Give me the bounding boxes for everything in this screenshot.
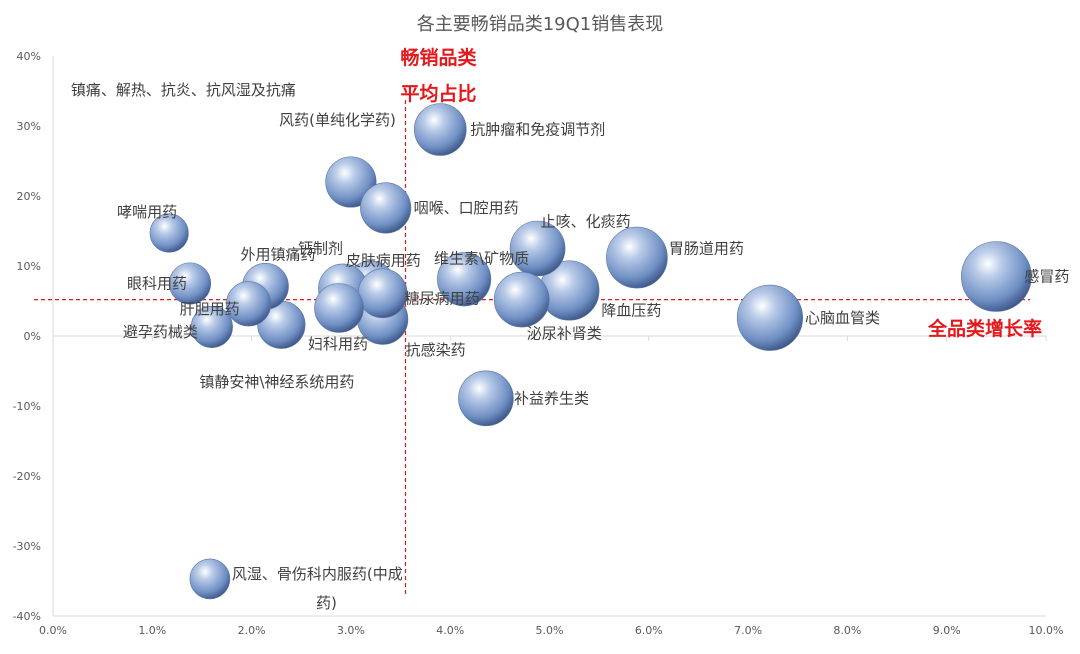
bubble-point (149, 213, 189, 253)
bubble-point (189, 558, 231, 600)
bubble-label: 风湿、骨伤科内服药(中成 (232, 565, 403, 583)
growth-rate-label: 全品类增长率 (927, 317, 1042, 340)
bubble-label: 糖尿病用药 (405, 289, 480, 307)
bubble-label: 泌尿补肾类 (527, 325, 602, 343)
bubble-label: 降血压药 (601, 302, 661, 320)
x-tick-label: 5.0% (536, 624, 564, 637)
y-tick-label: -40% (13, 610, 41, 623)
x-tick-label: 2.0% (238, 624, 266, 637)
axes: 40% 30% 20% 10% 0% -10% -20% -30% -40%0.0% 1.0% 2.… (13, 50, 1064, 637)
bubble-label: 妇科用药 (308, 335, 368, 353)
bubble-point (736, 284, 803, 351)
y-tick-label: -30% (13, 540, 41, 553)
avg-share-label: 畅销品类 (401, 46, 477, 69)
bubble-point (961, 241, 1032, 312)
bubble-label: 肝胆用药 (180, 300, 240, 318)
bubble-point (226, 281, 272, 327)
x-tick-label: 9.0% (933, 624, 961, 637)
y-tick-label: 30% (17, 120, 41, 133)
bubble-label: 维生素\矿物质 (434, 249, 529, 267)
bubble-point (314, 283, 364, 333)
bubble-point (493, 271, 550, 328)
x-tick-label: 1.0% (138, 624, 166, 637)
bubble-point (437, 252, 492, 307)
bubble-point (357, 268, 408, 319)
x-tick-label: 10.0% (1029, 624, 1064, 637)
y-tick-label: -10% (13, 400, 41, 413)
bubble-point (325, 156, 377, 208)
bubble-label: 哮喘用药 (117, 203, 177, 221)
bubble-label: 避孕药械类 (123, 323, 198, 341)
chart-title: 各主要畅销品类19Q1销售表现 (417, 14, 664, 35)
bubble-label: 感冒药 (1024, 268, 1069, 286)
bubble-point (606, 226, 668, 289)
x-tick-label: 7.0% (734, 624, 762, 637)
avg-share-label: 平均占比 (401, 82, 477, 105)
bubble-point (458, 370, 514, 427)
y-tick-label: 0% (24, 330, 41, 343)
y-tick-label: 20% (17, 190, 41, 203)
y-tick-label: 10% (17, 260, 41, 273)
bubble-label: 药) (316, 594, 337, 612)
x-tick-label: 6.0% (635, 624, 663, 637)
bubble-point (168, 262, 212, 305)
bubbles (149, 103, 1032, 600)
bubble-point (360, 182, 412, 234)
x-tick-label: 0.0% (39, 624, 67, 637)
y-tick-label: 40% (17, 50, 41, 63)
bubble-label: 镇痛、解热、抗炎、抗风湿及抗痛 (71, 81, 296, 99)
bubble-point (509, 220, 566, 277)
bubble-point (413, 103, 467, 156)
x-tick-label: 3.0% (337, 624, 365, 637)
bubble-label: 眼科用药 (127, 275, 187, 293)
bubble-label: 抗感染药 (406, 341, 466, 359)
bubble-point (190, 305, 233, 348)
x-tick-label: 8.0% (833, 624, 861, 637)
bubble-label: 外用镇痛药 (240, 245, 315, 263)
bubble-label: 钙制剂 (298, 239, 343, 257)
bubble-label: 咽喉、口腔用药 (414, 199, 519, 217)
bubble-label: 补益养生类 (514, 389, 589, 407)
bubble-label: 胃肠道用药 (669, 240, 744, 258)
bubble-label: 抗肿瘤和免疫调节剂 (470, 121, 605, 139)
y-tick-label: -20% (13, 470, 41, 483)
bubble-label: 镇静安神\神经系统用药 (199, 373, 354, 391)
bubble-label: 风药(单纯化学药) (279, 111, 396, 129)
bubble-label: 皮肤病用药 (346, 251, 421, 269)
bubble-label: 止咳、化痰药 (541, 213, 631, 231)
x-tick-label: 4.0% (436, 624, 464, 637)
bubble-label: 心脑血管类 (805, 309, 880, 327)
